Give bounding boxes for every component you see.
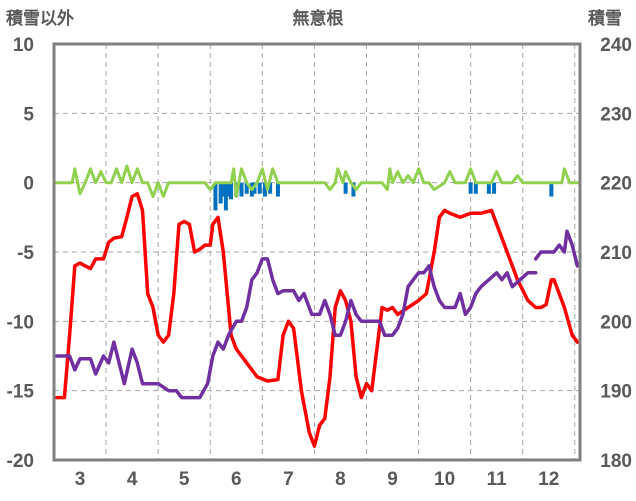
bar-16 — [351, 182, 356, 197]
right-tick-labels: 240 230 220 210 200 190 180 — [600, 35, 632, 472]
bar-3 — [223, 182, 228, 211]
bar-21 — [549, 182, 554, 197]
right-tick-label-1: 230 — [600, 104, 632, 125]
x-tick-label-1: 4 — [127, 469, 138, 490]
bar-1 — [218, 182, 223, 204]
series-line-0 — [54, 192, 580, 448]
bar-17 — [468, 182, 473, 194]
left-tick-label-3: -5 — [17, 243, 34, 264]
bar-14 — [275, 182, 280, 197]
chart-title: 無意根 — [293, 8, 344, 28]
grid-lines — [54, 44, 580, 460]
left-tick-label-2: 0 — [23, 174, 34, 195]
bar-7 — [239, 182, 244, 197]
left-axis-label: 積雪以外 — [6, 8, 74, 28]
x-tick-label-0: 3 — [75, 469, 86, 490]
right-tick-label-6: 180 — [600, 451, 632, 472]
bar-8 — [244, 182, 249, 194]
left-tick-label-5: -15 — [7, 382, 35, 403]
left-tick-label-4: -10 — [7, 312, 34, 333]
series-line-2 — [533, 229, 580, 268]
bar-15 — [343, 182, 348, 194]
bar-18 — [473, 182, 478, 194]
left-tick-label-1: 5 — [23, 104, 34, 125]
bar-19 — [486, 182, 491, 194]
plot-frame — [52, 42, 582, 462]
bar-5 — [229, 182, 234, 200]
bar-12 — [262, 182, 267, 197]
left-tick-label-6: -20 — [7, 451, 34, 472]
bar-4 — [226, 182, 231, 197]
bar-0 — [213, 182, 218, 211]
right-tick-label-5: 190 — [600, 382, 632, 403]
left-tick-labels: 10 5 0 -5 -10 -15 -20 — [7, 35, 35, 472]
x-tick-label-7: 10 — [434, 469, 455, 490]
x-tick-label-9: 12 — [538, 469, 559, 490]
bar-13 — [268, 182, 273, 194]
right-tick-label-0: 240 — [600, 35, 632, 56]
x-tick-label-8: 11 — [487, 469, 508, 490]
right-tick-label-3: 210 — [600, 243, 632, 264]
bar-2 — [221, 182, 226, 197]
right-axis-label: 積雪 — [588, 8, 622, 28]
series-line-3 — [55, 164, 579, 198]
x-tick-label-4: 7 — [283, 469, 294, 490]
x-tick-label-2: 5 — [179, 469, 190, 490]
left-tick-label-0: 10 — [13, 35, 34, 56]
x-tick-label-3: 6 — [231, 469, 242, 490]
bar-series — [213, 182, 554, 211]
right-tick-label-4: 200 — [600, 312, 632, 333]
right-tick-label-2: 220 — [600, 174, 632, 195]
x-tick-labels: 3 4 5 6 7 8 9 10 11 12 — [75, 469, 560, 490]
series-line-1 — [54, 257, 538, 400]
line-series — [54, 164, 580, 448]
x-tick-label-5: 8 — [335, 469, 346, 490]
x-tick-label-6: 9 — [387, 469, 398, 490]
bar-20 — [492, 182, 497, 194]
bar-11 — [257, 182, 262, 194]
